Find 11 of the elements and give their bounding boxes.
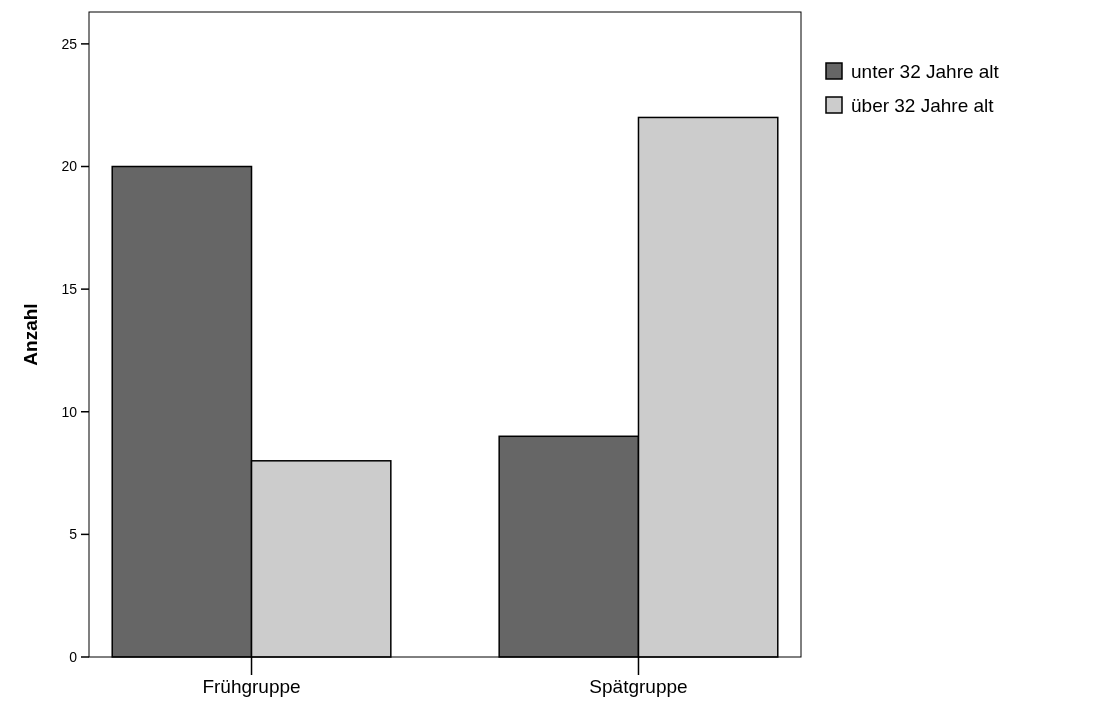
x-tick-label: Spätgruppe [589, 676, 688, 697]
y-tick-label: 10 [61, 403, 78, 420]
y-tick-label: 0 [69, 648, 78, 665]
y-tick-label: 15 [61, 281, 78, 298]
y-tick-label: 20 [61, 158, 78, 175]
legend-label: über 32 Jahre alt [851, 94, 995, 116]
y-axis-title: Anzahl [20, 303, 41, 366]
legend-label: unter 32 Jahre alt [851, 60, 1000, 82]
y-tick-label: 5 [69, 526, 78, 543]
y-tick-label: 25 [61, 35, 78, 52]
x-tick-label: Frühgruppe [202, 676, 301, 697]
